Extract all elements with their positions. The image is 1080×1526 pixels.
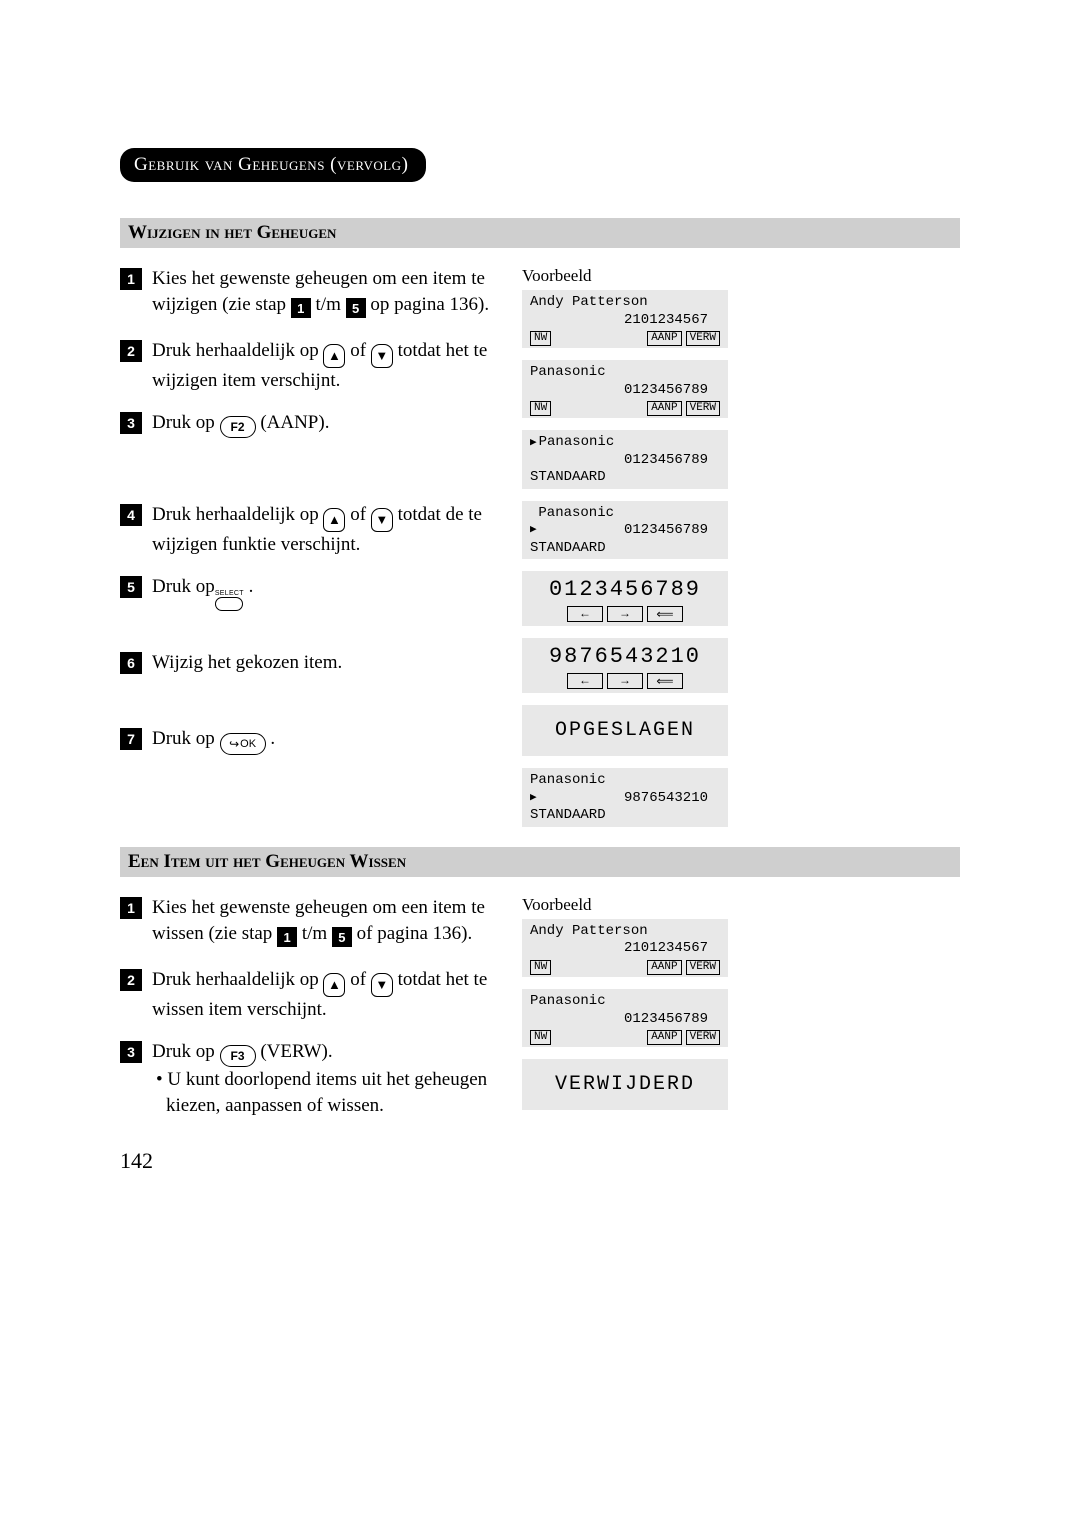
left-arrow-icon: ← xyxy=(567,606,603,622)
right-arrow-icon: → xyxy=(607,606,643,622)
lcd-display-1: Andy Patterson 2101234567 NW AANP VERW xyxy=(522,290,728,348)
softkey-nw: NW xyxy=(530,331,551,346)
lcd-display-5: 0123456789 ← → ⟸ xyxy=(522,571,728,626)
step-7: 7 Druk op OK . xyxy=(120,726,510,826)
inline-badge-1: 1 xyxy=(291,298,311,318)
voorbeeld-label: Voorbeeld xyxy=(522,266,732,286)
softkey-aanp: AANP xyxy=(647,401,681,416)
lcd-verwijderd: VERWIJDERD xyxy=(522,1059,728,1110)
down-arrow-icon: ▼ xyxy=(371,973,393,997)
up-arrow-icon: ▲ xyxy=(323,508,345,532)
subheader-wissen: Een Item uit het Geheugen Wissen xyxy=(120,847,960,877)
up-arrow-icon: ▲ xyxy=(323,973,345,997)
lcd-opgeslagen: OPGESLAGEN xyxy=(522,705,728,756)
step-number-1: 1 xyxy=(120,897,142,919)
f2-key-icon: F2 xyxy=(220,416,256,438)
down-arrow-icon: ▼ xyxy=(371,344,393,368)
softkey-nw: NW xyxy=(530,1030,551,1045)
softkey-verw: VERW xyxy=(686,331,720,346)
subheader-wijzigen: Wijzigen in het Geheugen xyxy=(120,218,960,248)
sub-bullet: • U kunt doorlopend items uit het geheug… xyxy=(152,1067,510,1118)
softkey-verw: VERW xyxy=(686,960,720,975)
step2-3: 3 Druk op F3 (VERW). • U kunt doorlopend… xyxy=(120,1039,510,1118)
softkey-aanp: AANP xyxy=(647,331,681,346)
step-number-2: 2 xyxy=(120,340,142,362)
step2-1: 1 Kies het gewenste geheugen om een item… xyxy=(120,895,510,955)
lcd-display-6: 9876543210 ← → ⟸ xyxy=(522,638,728,693)
f3-key-icon: F3 xyxy=(220,1045,256,1067)
softkey-nw: NW xyxy=(530,401,551,416)
page-number: 142 xyxy=(120,1148,960,1174)
step-6: 6 Wijzig het gekozen item. xyxy=(120,650,510,714)
step-3: 3 Druk op F2 (AANP). xyxy=(120,410,510,490)
step-1: 1 Kies het gewenste geheugen om een item… xyxy=(120,266,510,326)
lcd-display-8: Panasonic ▶9876543210 STANDAARD xyxy=(522,768,728,827)
ok-key-icon: OK xyxy=(220,733,266,755)
up-arrow-icon: ▲ xyxy=(323,344,345,368)
softkey-verw: VERW xyxy=(686,1030,720,1045)
lcd-display-3: ▶Panasonic 0123456789 STANDAARD xyxy=(522,430,728,489)
lcd2-display-1: Andy Patterson 2101234567 NW AANP VERW xyxy=(522,919,728,977)
step-number-4: 4 xyxy=(120,504,142,526)
select-key-icon: SELECT xyxy=(215,590,244,611)
step-5: 5 Druk opSELECT . xyxy=(120,574,510,638)
section-title: Gebruik van Geheugens (vervolg) xyxy=(120,148,426,182)
softkey-aanp: AANP xyxy=(647,1030,681,1045)
step-4: 4 Druk herhaaldelijk op ▲ of ▼ totdat de… xyxy=(120,502,510,562)
step-number-3: 3 xyxy=(120,412,142,434)
left-arrow-icon: ← xyxy=(567,673,603,689)
softkey-nw: NW xyxy=(530,960,551,975)
inline-badge-1: 1 xyxy=(277,927,297,947)
step-number-1: 1 xyxy=(120,268,142,290)
inline-badge-5: 5 xyxy=(332,927,352,947)
step-number-5: 5 xyxy=(120,576,142,598)
softkey-verw: VERW xyxy=(686,401,720,416)
right-arrow-icon: → xyxy=(607,673,643,689)
down-arrow-icon: ▼ xyxy=(371,508,393,532)
step-number-6: 6 xyxy=(120,652,142,674)
lcd2-display-2: Panasonic 0123456789 NW AANP VERW xyxy=(522,989,728,1047)
backspace-icon: ⟸ xyxy=(647,606,683,622)
voorbeeld-label-2: Voorbeeld xyxy=(522,895,732,915)
lcd-display-4: Panasonic ▶0123456789 STANDAARD xyxy=(522,501,728,560)
softkey-aanp: AANP xyxy=(647,960,681,975)
lcd-display-2: Panasonic 0123456789 NW AANP VERW xyxy=(522,360,728,418)
step2-2: 2 Druk herhaaldelijk op ▲ of ▼ totdat he… xyxy=(120,967,510,1027)
step-number-3: 3 xyxy=(120,1041,142,1063)
step-number-7: 7 xyxy=(120,728,142,750)
step-2: 2 Druk herhaaldelijk op ▲ of ▼ totdat he… xyxy=(120,338,510,398)
step-number-2: 2 xyxy=(120,969,142,991)
inline-badge-5: 5 xyxy=(346,298,366,318)
backspace-icon: ⟸ xyxy=(647,673,683,689)
